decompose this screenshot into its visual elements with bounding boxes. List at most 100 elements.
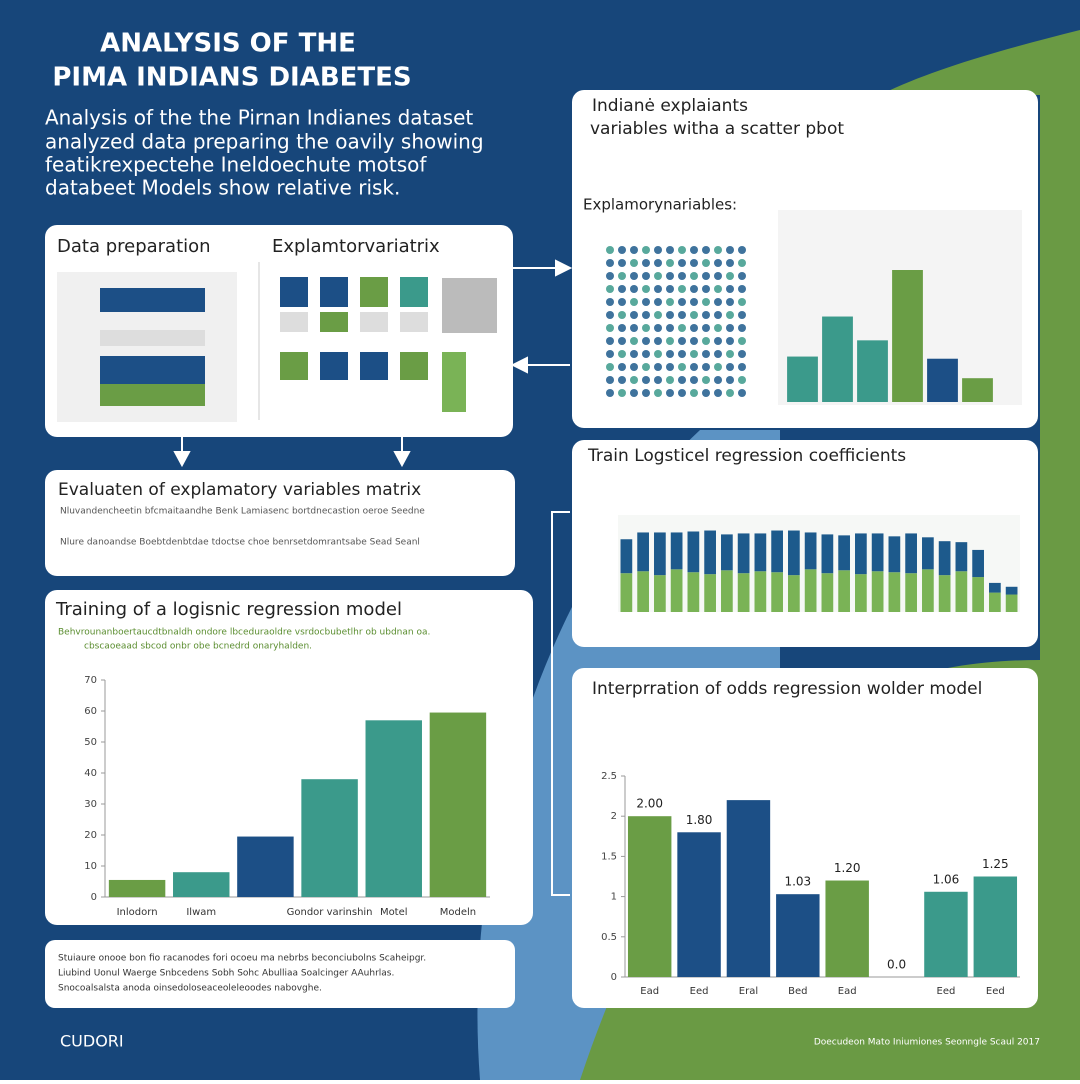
dot <box>630 389 638 397</box>
dot <box>678 272 686 280</box>
bar-segment <box>821 573 834 612</box>
dot <box>618 389 626 397</box>
dot <box>702 259 710 267</box>
bar-segment <box>687 531 700 573</box>
dot <box>606 376 614 384</box>
bar <box>822 316 853 402</box>
dot <box>738 311 746 319</box>
bullet: Nluvandencheetin bfcmaitaandhe Benk Lami… <box>60 507 425 517</box>
dot <box>654 376 662 384</box>
dot <box>690 298 698 306</box>
dot <box>738 272 746 280</box>
value-label: 1.20 <box>834 861 861 875</box>
x-tick-label: Gondor varinshin <box>287 907 373 918</box>
panel-title: Evaluaten of explamatory variables matri… <box>58 480 421 500</box>
dot <box>630 259 638 267</box>
bar-segment <box>704 530 716 575</box>
dot <box>630 363 638 371</box>
dot <box>714 298 722 306</box>
bar-segment <box>1005 586 1018 595</box>
bar-segment <box>955 571 968 612</box>
dot <box>654 389 662 397</box>
dot <box>606 246 614 254</box>
bullet: Stuiaure onooe bon fio racanodes fori oc… <box>58 954 426 964</box>
dot <box>642 337 650 345</box>
bar-segment <box>670 569 683 612</box>
dot <box>618 311 626 319</box>
dot <box>738 389 746 397</box>
dot <box>678 389 686 397</box>
dot <box>618 350 626 358</box>
dot <box>702 337 710 345</box>
dot <box>618 337 626 345</box>
value-label: 1.06 <box>933 872 960 886</box>
bar <box>924 891 968 977</box>
panel-title: Interprration of odds regression wolder … <box>592 679 982 699</box>
dot <box>642 363 650 371</box>
dot <box>702 272 710 280</box>
panel-title: Data preparation <box>57 236 211 257</box>
dot <box>666 389 674 397</box>
dot <box>666 337 674 345</box>
dot <box>666 363 674 371</box>
note: Behvrounanboertaucdtbnaldh ondore lbcedu… <box>58 628 430 638</box>
dot <box>642 246 650 254</box>
dot <box>714 337 722 345</box>
dot <box>702 311 710 319</box>
dot <box>606 259 614 267</box>
dot <box>678 376 686 384</box>
y-tick-label: 20 <box>84 830 97 841</box>
dot <box>666 298 674 306</box>
dot <box>738 337 746 345</box>
bar <box>787 356 818 402</box>
dot <box>726 285 734 293</box>
dot <box>726 350 734 358</box>
note: cbscaoeaad sbcod onbr obe bcnedrd onaryh… <box>84 642 312 652</box>
chart-frame <box>618 515 1020 612</box>
y-tick-label: 60 <box>84 706 97 717</box>
dot <box>738 363 746 371</box>
panel <box>45 470 515 576</box>
bullet: Snocoalsalsta anoda oinsedoloseaceoleleo… <box>58 984 322 994</box>
dot <box>630 285 638 293</box>
dot <box>666 285 674 293</box>
bar-segment <box>737 573 750 612</box>
bar <box>857 340 888 402</box>
x-tick-label: Eed <box>986 986 1005 997</box>
dot <box>714 389 722 397</box>
bar-segment <box>888 572 901 612</box>
panel-title: variables witha a scatter pbot <box>590 119 844 139</box>
bar <box>726 800 771 977</box>
bar-segment <box>905 573 917 612</box>
x-tick-label: Motel <box>380 907 408 918</box>
x-tick-label: Eed <box>690 986 709 997</box>
bar <box>365 720 422 897</box>
x-tick-label: Ilwam <box>186 907 216 918</box>
value-label: 1.03 <box>784 875 811 889</box>
bar-segment <box>804 569 817 612</box>
dot <box>654 324 662 332</box>
dot <box>606 389 614 397</box>
dot <box>726 246 734 254</box>
dot <box>654 285 662 293</box>
dot <box>690 272 698 280</box>
dot <box>606 298 614 306</box>
bar-segment <box>721 570 733 612</box>
dot <box>666 350 674 358</box>
panel-title: Explamtorvariatrix <box>272 236 440 257</box>
dot <box>714 311 722 319</box>
bar-segment <box>922 569 934 612</box>
bar-segment <box>855 533 867 575</box>
y-tick-label: 1 <box>611 892 617 903</box>
bar-segment <box>721 534 733 571</box>
dot <box>678 285 686 293</box>
x-tick-label: Ead <box>838 986 857 997</box>
dot <box>630 350 638 358</box>
bar <box>776 894 820 977</box>
bar-segment <box>788 530 800 576</box>
dot <box>690 389 698 397</box>
dot <box>678 363 686 371</box>
dot <box>726 311 734 319</box>
title: PIMA INDIANS DIABETES <box>52 63 411 93</box>
bar <box>892 270 923 402</box>
